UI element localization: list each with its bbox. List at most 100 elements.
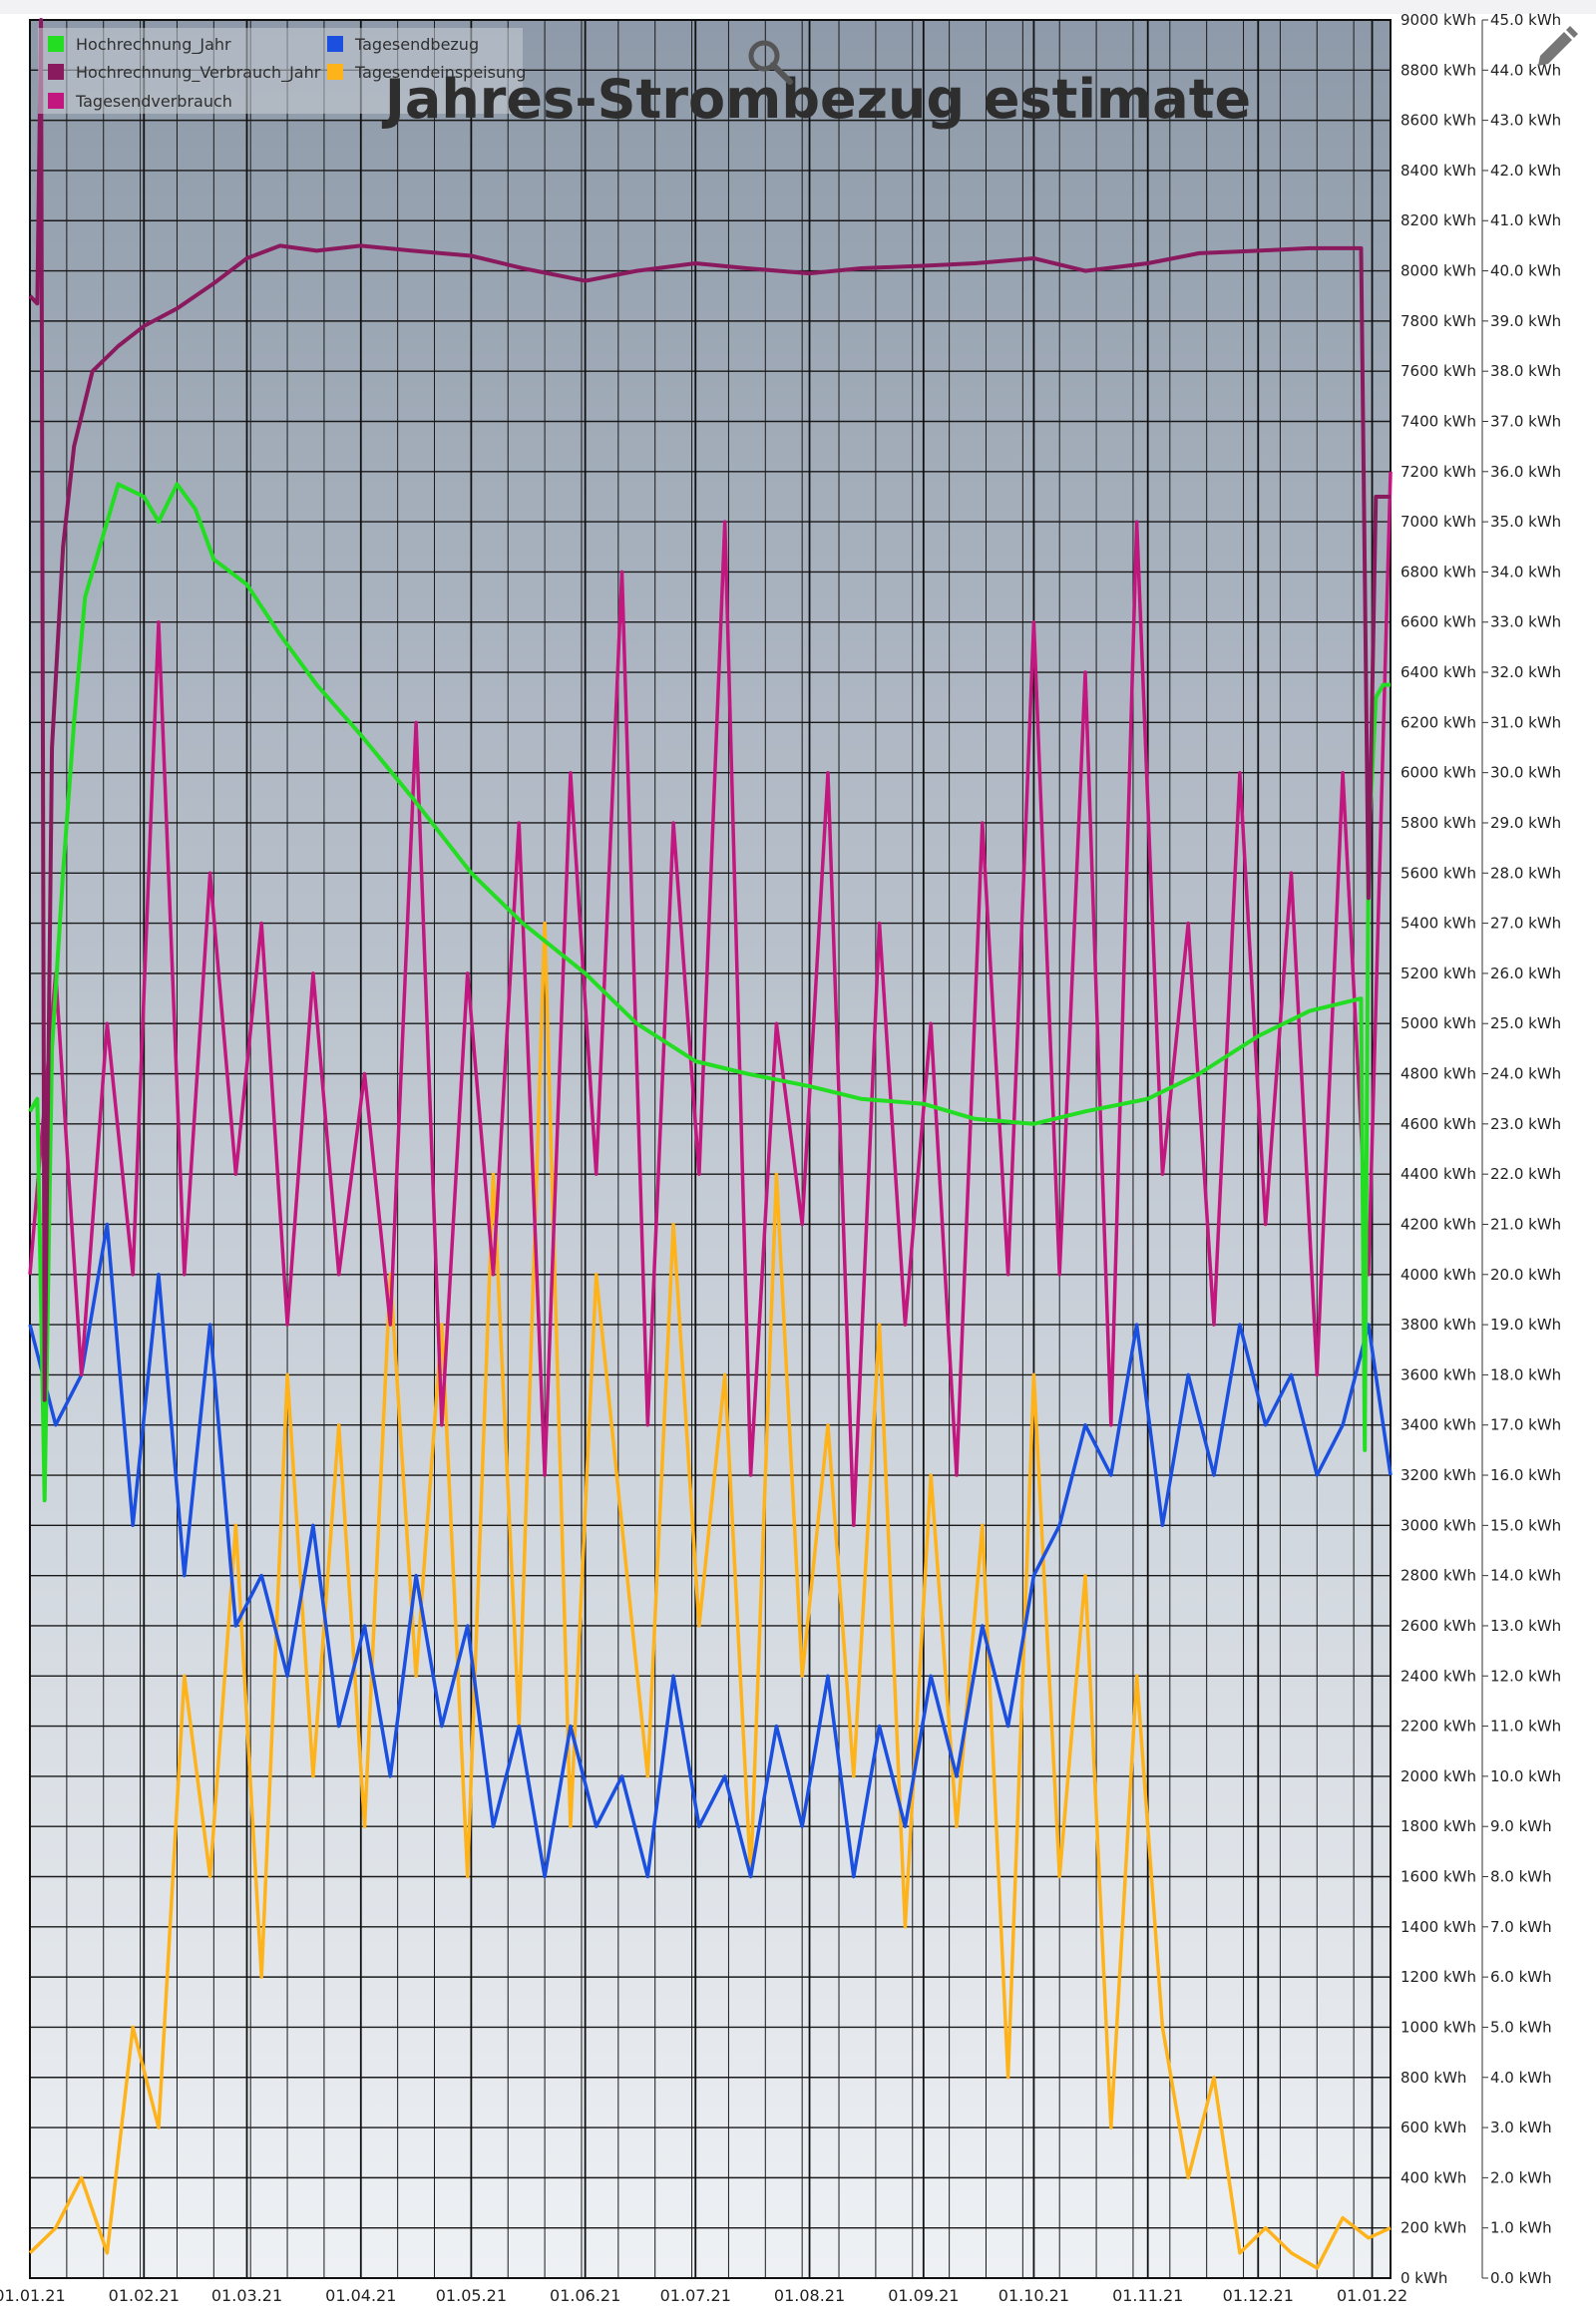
y-left-tick-label: 8600 kWh xyxy=(1400,112,1476,130)
y-right-tick-label: 12.0 kWh xyxy=(1490,1667,1561,1685)
grid xyxy=(29,19,1392,2279)
pencil-icon[interactable] xyxy=(1526,20,1586,80)
y-left-tick-label: 2400 kWh xyxy=(1400,1667,1476,1685)
legend-swatch xyxy=(48,93,64,109)
y-left-tick-label: 2800 kWh xyxy=(1400,1567,1476,1585)
y-left-tick-label: 5400 kWh xyxy=(1400,915,1476,933)
y-left-tick-label: 3000 kWh xyxy=(1400,1516,1476,1534)
magnifier-icon[interactable] xyxy=(740,34,800,94)
y-right-tick-label: 19.0 kWh xyxy=(1490,1316,1561,1334)
y-left-tick-label: 4200 kWh xyxy=(1400,1215,1476,1233)
x-tick-label: 01.08.21 xyxy=(774,2286,845,2305)
y-right-tick-label: 42.0 kWh xyxy=(1490,162,1561,180)
y-left-tick-label: 5600 kWh xyxy=(1400,864,1476,882)
y-right-tick-label: 10.0 kWh xyxy=(1490,1767,1561,1785)
y-left-tick-label: 6000 kWh xyxy=(1400,764,1476,782)
legend-swatch xyxy=(327,64,343,80)
y-right-tick-label: 30.0 kWh xyxy=(1490,764,1561,782)
y-left-tick-label: 5200 kWh xyxy=(1400,965,1476,982)
y-left-tick-label: 8000 kWh xyxy=(1400,262,1476,280)
y-axis-left: 0 kWh 200 kWh 400 kWh 600 kWh 800 kWh 1000 kW… xyxy=(1400,11,1476,2287)
y-left-tick-label: 7400 kWh xyxy=(1400,412,1476,430)
y-left-tick-label: 3800 kWh xyxy=(1400,1316,1476,1334)
y-left-tick-label: 600 kWh xyxy=(1400,2119,1466,2136)
x-tick-label: 01.12.21 xyxy=(1223,2286,1294,2305)
y-right-tick-label: 27.0 kWh xyxy=(1490,915,1561,933)
y-left-tick-label: 400 kWh xyxy=(1400,2168,1466,2186)
series-line-hochrechnung-jahr xyxy=(28,482,1391,1503)
y-left-tick-label: 6800 kWh xyxy=(1400,563,1476,580)
y-right-tick-label: 43.0 kWh xyxy=(1490,112,1561,130)
y-left-tick-label: 200 kWh xyxy=(1400,2219,1466,2237)
legend-entry[interactable]: Hochrechnung_Verbrauch_Jahr xyxy=(76,63,321,83)
y-left-tick-label: 6400 kWh xyxy=(1400,663,1476,681)
x-tick-label: 01.07.21 xyxy=(660,2286,731,2305)
y-left-tick-label: 1400 kWh xyxy=(1400,1918,1476,1936)
y-right-tick-label: 31.0 kWh xyxy=(1490,713,1561,731)
y-left-tick-label: 7600 kWh xyxy=(1400,362,1476,380)
y-right-tick-label: 34.0 kWh xyxy=(1490,563,1561,580)
y-right-tick-label: 35.0 kWh xyxy=(1490,513,1561,531)
series-line-hochrechnung-verbrauch-jahr xyxy=(28,18,1391,1402)
y-right-tick-label: 13.0 kWh xyxy=(1490,1617,1561,1635)
y-right-tick-label: 16.0 kWh xyxy=(1490,1466,1561,1484)
y-right-tick-label: 23.0 kWh xyxy=(1490,1115,1561,1133)
y-right-tick-label: 9.0 kWh xyxy=(1490,1817,1552,1835)
x-axis: 01.01.21 01.02.21 01.03.21 01.04.21 01.05.21… xyxy=(0,2286,1407,2305)
y-left-tick-label: 5800 kWh xyxy=(1400,814,1476,832)
legend-swatch xyxy=(327,36,343,52)
x-tick-label: 01.04.21 xyxy=(325,2286,396,2305)
y-left-tick-label: 1200 kWh xyxy=(1400,1968,1476,1986)
y-left-tick-label: 0 kWh xyxy=(1400,2269,1447,2287)
y-right-tick-label: 8.0 kWh xyxy=(1490,1868,1552,1886)
legend[interactable]: Hochrechnung_Jahr Tagesendbezug Hochrechnu… xyxy=(38,28,526,114)
y-left-tick-label: 4000 kWh xyxy=(1400,1266,1476,1284)
y-left-tick-label: 3600 kWh xyxy=(1400,1365,1476,1383)
x-tick-label: 01.05.21 xyxy=(436,2286,507,2305)
legend-entry[interactable]: Hochrechnung_Jahr xyxy=(76,35,231,55)
legend-swatch xyxy=(48,64,64,80)
y-left-tick-label: 2000 kWh xyxy=(1400,1767,1476,1785)
y-right-tick-label: 44.0 kWh xyxy=(1490,61,1561,79)
legend-entry[interactable]: Tagesendbezug xyxy=(354,35,479,54)
y-right-tick-label: 32.0 kWh xyxy=(1490,663,1561,681)
y-right-tick-label: 4.0 kWh xyxy=(1490,2069,1552,2087)
y-left-tick-label: 9000 kWh xyxy=(1400,11,1476,29)
y-left-tick-label: 7200 kWh xyxy=(1400,463,1476,481)
y-left-tick-label: 1800 kWh xyxy=(1400,1817,1476,1835)
x-tick-label: 01.11.21 xyxy=(1112,2286,1183,2305)
legend-entry[interactable]: Tagesendverbrauch xyxy=(75,92,232,111)
series-line-tagesendbezug xyxy=(28,1222,1393,1879)
y-right-tick-label: 26.0 kWh xyxy=(1490,965,1561,982)
y-left-tick-label: 3400 kWh xyxy=(1400,1416,1476,1434)
y-left-tick-label: 6600 kWh xyxy=(1400,613,1476,631)
x-tick-label: 01.06.21 xyxy=(550,2286,620,2305)
y-left-tick-label: 8200 kWh xyxy=(1400,211,1476,229)
y-left-tick-label: 7000 kWh xyxy=(1400,513,1476,531)
y-left-tick-label: 8400 kWh xyxy=(1400,162,1476,180)
y-left-tick-label: 6200 kWh xyxy=(1400,713,1476,731)
top-bar xyxy=(0,0,1596,14)
y-right-tick-label: 6.0 kWh xyxy=(1490,1968,1552,1986)
x-tick-label: 01.10.21 xyxy=(998,2286,1069,2305)
y-right-tick-label: 5.0 kWh xyxy=(1490,2018,1552,2036)
y-right-tick-label: 41.0 kWh xyxy=(1490,211,1561,229)
y-right-tick-label: 25.0 kWh xyxy=(1490,1014,1561,1032)
y-left-tick-label: 5000 kWh xyxy=(1400,1014,1476,1032)
y-right-tick-label: 36.0 kWh xyxy=(1490,463,1561,481)
y-right-tick-label: 3.0 kWh xyxy=(1490,2119,1552,2136)
legend-swatch xyxy=(48,36,64,52)
x-tick-label: 01.01.22 xyxy=(1337,2286,1407,2305)
series-line-tagesendverbrauch xyxy=(28,471,1393,1528)
y-right-tick-label: 29.0 kWh xyxy=(1490,814,1561,832)
plot-frame xyxy=(29,19,1392,2279)
y-left-tick-label: 2200 kWh xyxy=(1400,1718,1476,1736)
y-left-tick-label: 2600 kWh xyxy=(1400,1617,1476,1635)
y-axis-right: 0.0 kWh 1.0 kWh 2.0 kWh 3.0 kWh 4.0 kWh 5.0 k… xyxy=(1481,11,1561,2287)
y-right-tick-label: 45.0 kWh xyxy=(1490,11,1561,29)
legend-entry[interactable]: Tagesendeinspeisung xyxy=(354,63,526,82)
y-right-tick-label: 22.0 kWh xyxy=(1490,1165,1561,1183)
y-right-tick-label: 2.0 kWh xyxy=(1490,2168,1552,2186)
x-tick-label: 01.09.21 xyxy=(888,2286,959,2305)
y-right-tick-label: 15.0 kWh xyxy=(1490,1516,1561,1534)
